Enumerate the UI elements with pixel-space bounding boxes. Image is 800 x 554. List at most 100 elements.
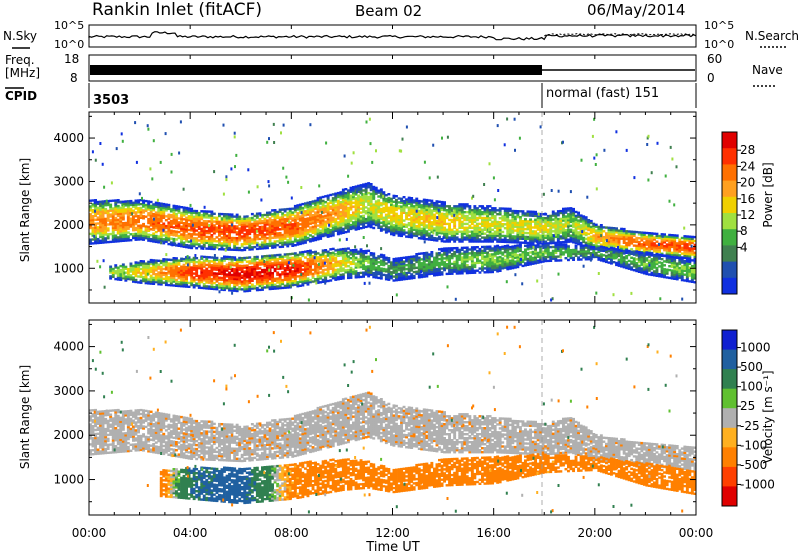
power-cell bbox=[129, 278, 133, 281]
power-cell bbox=[266, 219, 269, 222]
power-cell bbox=[410, 228, 414, 231]
power-cell bbox=[157, 263, 161, 266]
power-cell bbox=[400, 199, 403, 202]
power-cell bbox=[114, 224, 118, 227]
power-cell bbox=[152, 236, 156, 239]
power-cell bbox=[271, 221, 274, 224]
power-cell bbox=[124, 225, 128, 229]
power-cell bbox=[167, 203, 171, 207]
power-cell bbox=[177, 271, 181, 274]
power-cell bbox=[334, 200, 338, 203]
power-cell bbox=[271, 277, 274, 281]
power-cell bbox=[281, 225, 285, 229]
power-cell bbox=[180, 213, 183, 217]
power-cell bbox=[374, 188, 378, 191]
power-cell bbox=[564, 217, 568, 220]
power-cell bbox=[430, 209, 434, 212]
power-cell bbox=[572, 221, 575, 224]
power-cell bbox=[321, 255, 325, 258]
power-cell bbox=[412, 205, 416, 208]
power-cell bbox=[164, 209, 168, 212]
power-cell bbox=[673, 238, 677, 241]
power-cell bbox=[319, 235, 323, 238]
power-cell bbox=[390, 209, 393, 212]
power-cell bbox=[121, 210, 125, 213]
power-cell bbox=[473, 207, 477, 210]
power-cell bbox=[531, 236, 535, 239]
power-cell bbox=[106, 215, 110, 218]
power-cell bbox=[427, 211, 431, 214]
power-cell bbox=[367, 271, 371, 274]
power-cell bbox=[683, 254, 687, 257]
power-cell bbox=[286, 219, 290, 223]
power-cell bbox=[134, 205, 138, 208]
power-cell bbox=[261, 231, 264, 234]
power-cell bbox=[665, 235, 669, 238]
power-cell bbox=[235, 274, 239, 277]
power-cell bbox=[190, 225, 194, 228]
power-cell bbox=[665, 251, 669, 254]
power-cell bbox=[319, 271, 323, 274]
power-cell bbox=[291, 240, 295, 244]
power-cell bbox=[271, 242, 274, 245]
power-cell bbox=[91, 228, 95, 231]
power-cell bbox=[286, 229, 290, 232]
power-cell bbox=[212, 224, 216, 227]
power-cell bbox=[572, 219, 575, 223]
power-cell bbox=[440, 214, 444, 217]
power-cell bbox=[309, 263, 312, 266]
power-cell bbox=[245, 268, 249, 271]
power-cell bbox=[271, 232, 274, 236]
power-cell bbox=[556, 241, 560, 244]
power-cell bbox=[496, 238, 500, 241]
power-cell bbox=[116, 201, 120, 204]
power-cell bbox=[243, 215, 247, 218]
power-cell bbox=[357, 216, 360, 219]
power-cell bbox=[468, 236, 472, 239]
power-cell bbox=[169, 270, 173, 273]
power-cell bbox=[415, 225, 419, 228]
power-cell bbox=[134, 234, 138, 237]
power-cell bbox=[255, 283, 259, 286]
power-cell bbox=[425, 218, 429, 221]
power-cell bbox=[314, 215, 317, 218]
power-cell bbox=[273, 236, 277, 239]
power-cell bbox=[137, 226, 140, 229]
power-cell bbox=[627, 234, 631, 237]
power-cell bbox=[197, 231, 201, 234]
power-cell bbox=[167, 227, 171, 230]
power-cell bbox=[536, 220, 540, 223]
power-cell bbox=[157, 202, 161, 205]
power-cell bbox=[311, 274, 315, 277]
power-cell bbox=[288, 242, 292, 246]
power-cell bbox=[511, 227, 515, 230]
power-cell bbox=[592, 222, 596, 226]
power-cell bbox=[443, 240, 446, 243]
power-cell bbox=[250, 246, 254, 249]
power-cell bbox=[147, 235, 151, 238]
power-cell bbox=[574, 214, 578, 218]
power-cell bbox=[164, 258, 168, 261]
power-cell bbox=[577, 242, 580, 246]
power-cell bbox=[243, 284, 247, 287]
power-cell bbox=[334, 270, 338, 274]
power-cell bbox=[339, 260, 343, 263]
power-cell bbox=[420, 211, 424, 215]
power-cell bbox=[506, 207, 510, 210]
power-cell bbox=[139, 230, 143, 233]
power-cell bbox=[167, 264, 171, 267]
power-cell bbox=[301, 242, 305, 245]
power-cell bbox=[114, 238, 118, 241]
power-cell bbox=[364, 192, 368, 195]
power-cell bbox=[438, 227, 441, 231]
power-cell bbox=[154, 234, 158, 238]
power-cell bbox=[167, 242, 171, 246]
power-cell bbox=[650, 240, 654, 243]
power-cell bbox=[106, 237, 110, 240]
power-cell bbox=[220, 284, 224, 287]
power-cell bbox=[316, 199, 320, 202]
power-cell bbox=[104, 207, 108, 211]
power-cell bbox=[154, 259, 158, 262]
power-cell bbox=[202, 237, 206, 240]
power-cell bbox=[349, 260, 353, 264]
